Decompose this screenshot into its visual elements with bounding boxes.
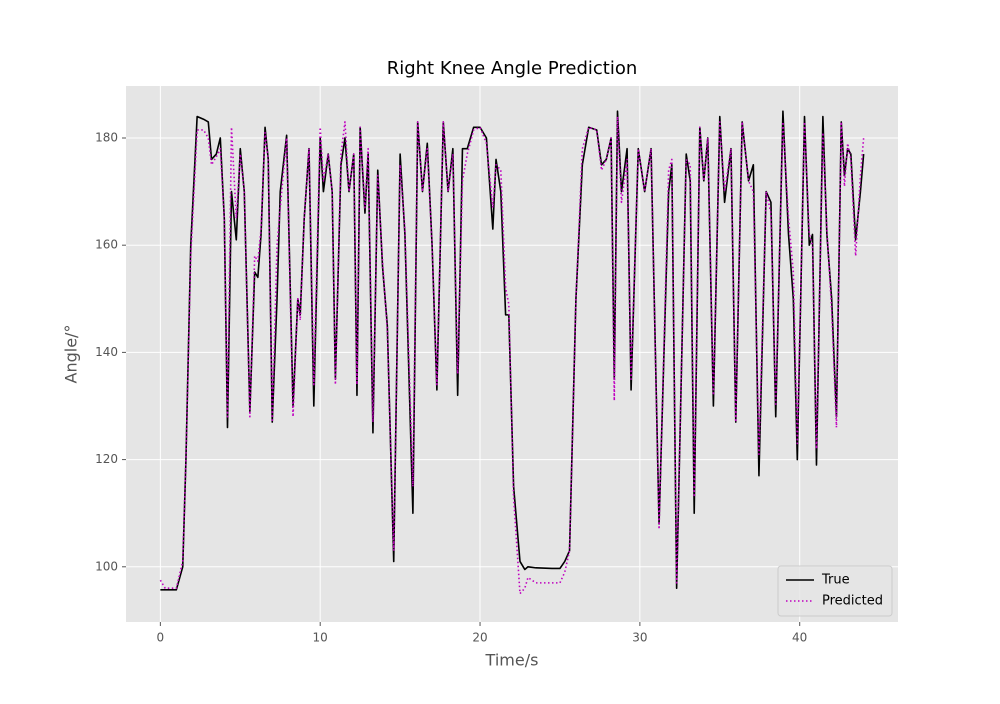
y-tick-label: 160	[95, 238, 118, 252]
y-tick-label: 180	[95, 130, 118, 144]
x-tick-label: 10	[313, 631, 328, 645]
legend: True Predicted	[777, 565, 893, 617]
lines	[159, 110, 865, 595]
series-line	[159, 115, 865, 595]
y-tick-label: 140	[95, 345, 118, 359]
x-axis-label: Time/s	[485, 651, 539, 670]
x-tick-label: 20	[472, 631, 487, 645]
legend-label: Predicted	[822, 594, 883, 609]
plot-area	[126, 86, 898, 622]
y-tick-label: 120	[95, 452, 118, 466]
y-axis-label: Angle/°	[62, 325, 81, 384]
y-tick-label: 100	[95, 559, 118, 573]
x-tick-label: 40	[792, 631, 807, 645]
x-tick-label: 30	[632, 631, 647, 645]
legend-label: True	[821, 573, 850, 588]
legend-box	[777, 565, 893, 617]
chart-title: Right Knee Angle Prediction	[387, 58, 638, 79]
x-tick-label: 0	[157, 631, 165, 645]
